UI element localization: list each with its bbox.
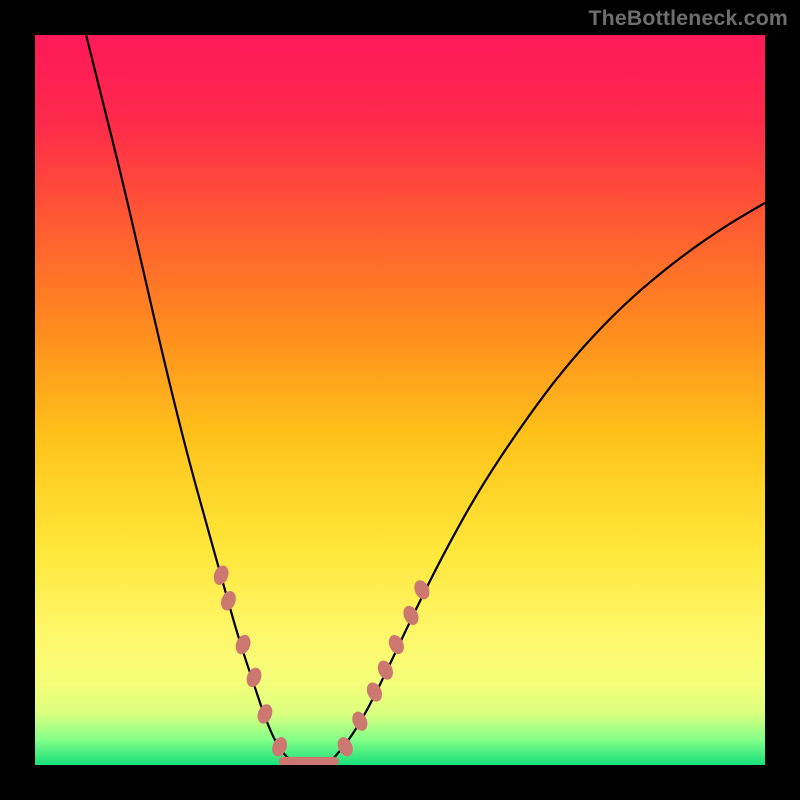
- chart-frame: TheBottleneck.com: [0, 0, 800, 800]
- plot-background: [35, 35, 765, 765]
- watermark-text: TheBottleneck.com: [588, 6, 788, 31]
- plot-svg: [35, 35, 765, 765]
- plot-area: [35, 35, 765, 765]
